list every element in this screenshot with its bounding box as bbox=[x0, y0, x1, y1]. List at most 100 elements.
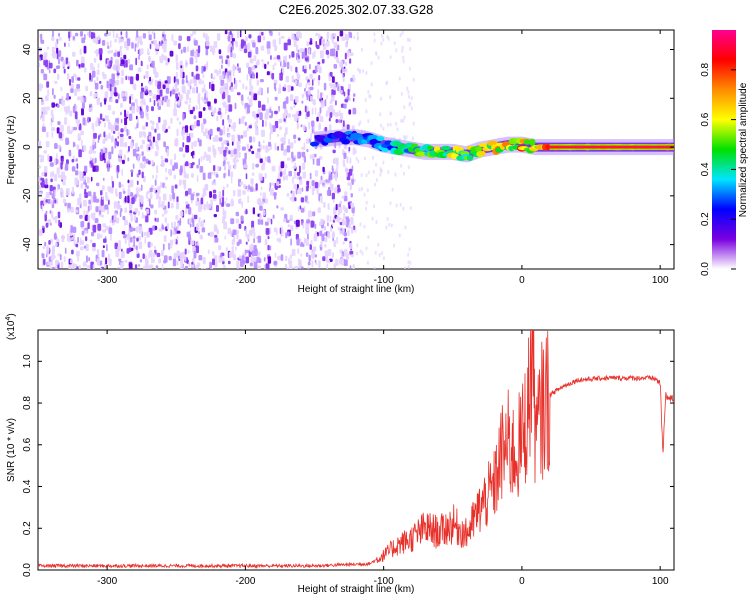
spectrogram-noise-cell bbox=[82, 240, 85, 245]
spectrogram-noise-cell bbox=[143, 176, 146, 183]
spectrogram-noise-cell bbox=[61, 190, 64, 198]
spectrogram-noise-cell bbox=[345, 34, 350, 41]
spectrogram-noise-cell bbox=[299, 205, 302, 210]
spectrogram-noise-cell bbox=[340, 253, 343, 258]
spectrogram-noise-cell bbox=[40, 33, 43, 42]
spectrogram-noise-cell bbox=[154, 151, 159, 157]
spectrogram-noise-cell bbox=[331, 223, 334, 227]
spectrogram-noise-cell bbox=[87, 116, 90, 124]
spectrogram-noise-cell bbox=[130, 214, 133, 222]
spectrogram-noise-cell bbox=[410, 106, 413, 111]
spectrogram-noise-cell bbox=[258, 141, 261, 147]
spectrogram-noise-cell bbox=[342, 204, 346, 211]
spectrogram-noise-cell bbox=[308, 48, 310, 56]
spectrogram-noise-cell bbox=[177, 222, 180, 229]
spectrogram-noise-cell bbox=[118, 240, 121, 247]
spectrogram-noise-cell bbox=[342, 241, 345, 245]
spectrogram-noise-cell bbox=[71, 186, 74, 194]
spectrogram-noise-cell bbox=[118, 36, 121, 44]
spectrogram-noise-cell bbox=[266, 41, 271, 50]
spectrogram-noise-cell bbox=[285, 219, 290, 223]
spectrogram-noise-cell bbox=[228, 104, 233, 112]
spectrogram-noise-cell bbox=[320, 175, 323, 181]
spectrogram-noise-cell bbox=[138, 226, 143, 234]
spectrogram-noise-cell bbox=[131, 106, 135, 114]
spectrogram-noise-cell bbox=[41, 179, 45, 188]
spectrogram-noise-cell bbox=[260, 129, 265, 137]
spectrogram-noise-cell bbox=[56, 127, 60, 134]
spectrogram-noise-cell bbox=[326, 263, 329, 269]
spectrogram-noise-cell bbox=[261, 165, 265, 171]
spectrogram-noise-cell bbox=[56, 52, 59, 60]
spectrogram-noise-cell bbox=[88, 107, 93, 112]
spectrogram-noise-cell bbox=[134, 207, 139, 213]
spectrogram-noise-cell bbox=[174, 238, 177, 243]
spectrogram-noise-cell bbox=[104, 91, 109, 99]
spectrogram-noise-cell bbox=[286, 174, 288, 181]
spectrogram-noise-cell bbox=[189, 97, 192, 104]
spectrogram-noise-cell bbox=[257, 148, 261, 153]
spectrogram-noise-cell bbox=[394, 268, 396, 269]
spectrogram-noise-cell bbox=[109, 83, 112, 92]
spectrogram-noise-cell bbox=[209, 191, 212, 198]
spectrogram-noise-cell bbox=[142, 156, 146, 162]
spectrogram-noise-cell bbox=[185, 145, 190, 153]
spectrogram-noise-cell bbox=[210, 199, 213, 206]
spectrogram-noise-cell bbox=[84, 67, 87, 73]
spectrogram-noise-cell bbox=[115, 249, 120, 258]
spectrogram-noise-cell bbox=[234, 83, 238, 90]
spectrogram-noise-cell bbox=[209, 268, 214, 269]
spectrogram-noise-cell bbox=[51, 131, 54, 138]
spectrogram-noise-cell bbox=[265, 109, 268, 114]
spectrogram-noise-cell bbox=[108, 151, 112, 160]
spectrogram-noise-cell bbox=[100, 268, 103, 269]
spectrogram-noise-cell bbox=[289, 215, 293, 221]
spectrogram-noise-cell bbox=[306, 41, 310, 47]
spectrogram-noise-cell bbox=[133, 83, 137, 91]
spectrogram-noise-cell bbox=[86, 255, 88, 263]
spectrogram-noise-cell bbox=[231, 245, 234, 250]
spectrogram-noise-cell bbox=[170, 203, 174, 209]
spectrogram-noise-cell bbox=[226, 203, 231, 207]
spectrogram-noise-cell bbox=[238, 223, 242, 229]
spectrogram-noise-cell bbox=[188, 207, 192, 215]
spectrogram-noise-cell bbox=[223, 84, 227, 88]
spectrogram-noise-cell bbox=[120, 184, 124, 188]
spectrogram-noise-cell bbox=[332, 252, 334, 259]
signal-track-blob bbox=[427, 145, 434, 150]
spectrogram-noise-cell bbox=[219, 198, 222, 206]
spectrogram-noise-cell bbox=[251, 172, 255, 176]
spectrogram-noise-cell bbox=[326, 214, 329, 222]
spectrogram-noise-cell bbox=[356, 243, 359, 248]
spectrogram-noise-cell bbox=[132, 227, 136, 232]
spectrogram-noise-cell bbox=[120, 250, 125, 259]
spectrogram-noise-cell bbox=[272, 214, 275, 219]
spectrogram-noise-cell bbox=[362, 69, 364, 73]
spectrogram-noise-cell bbox=[321, 233, 325, 242]
spectrogram-noise-cell bbox=[40, 177, 45, 181]
spectrogram-noise-cell bbox=[43, 73, 48, 81]
spectrogram-noise-cell bbox=[412, 121, 415, 126]
spectrogram-noise-cell bbox=[113, 52, 117, 57]
spectrogram-noise-cell bbox=[284, 255, 288, 262]
spectrogram-noise-cell bbox=[356, 251, 359, 256]
carrier-core bbox=[549, 146, 674, 148]
spectrogram-noise-cell bbox=[243, 163, 248, 169]
spectrogram-noise-cell bbox=[270, 71, 272, 79]
spectrogram-noise-cell bbox=[108, 132, 111, 140]
spectrogram-noise-cell bbox=[149, 187, 153, 193]
spectrogram-noise-cell bbox=[92, 242, 96, 248]
spectrogram-noise-cell bbox=[196, 86, 198, 94]
spectrogram-noise-cell bbox=[71, 76, 74, 83]
spectrogram-noise-cell bbox=[193, 250, 197, 259]
spectrogram-noise-cell bbox=[212, 145, 215, 153]
spectrogram-noise-cell bbox=[223, 221, 228, 230]
spectrogram-noise-cell bbox=[345, 61, 347, 66]
spectrogram-noise-cell bbox=[361, 251, 364, 256]
spectrogram-noise-cell bbox=[140, 197, 143, 205]
spectrogram-noise-cell bbox=[58, 32, 60, 37]
spectrogram-noise-cell bbox=[90, 213, 94, 219]
spectrogram-noise-cell bbox=[318, 260, 321, 268]
spectrogram-noise-cell bbox=[198, 78, 202, 85]
spectrogram-noise-cell bbox=[140, 144, 144, 150]
